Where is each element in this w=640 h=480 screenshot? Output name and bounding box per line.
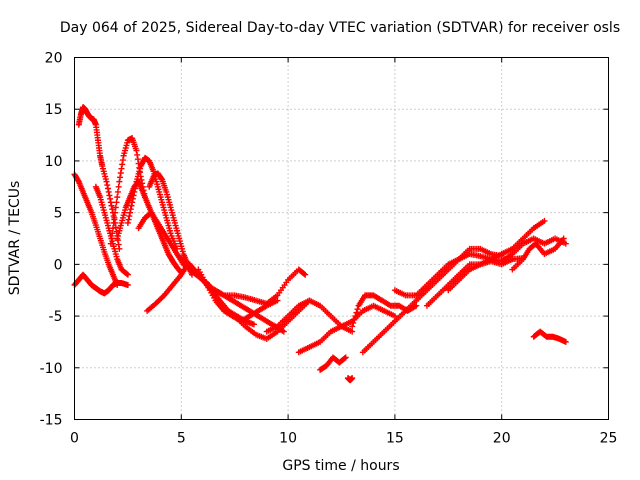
y-tick-label: 20 xyxy=(45,51,63,67)
x-axis-label: GPS time / hours xyxy=(282,458,399,474)
data-point xyxy=(354,306,361,313)
series-track-b xyxy=(71,171,121,289)
data-point xyxy=(109,230,116,237)
data-point xyxy=(349,375,356,382)
data-point xyxy=(115,183,122,190)
series-track-n xyxy=(231,297,313,342)
series-track-l xyxy=(195,266,281,325)
data-point xyxy=(391,313,398,320)
data-point xyxy=(134,151,141,158)
data-point xyxy=(133,147,140,154)
data-point xyxy=(280,328,287,335)
data-point xyxy=(353,309,360,316)
data-point xyxy=(110,219,117,226)
data-point xyxy=(114,194,121,201)
data-point xyxy=(108,202,115,209)
data-point xyxy=(119,157,126,164)
series-track-s xyxy=(349,292,420,330)
data-point xyxy=(349,323,356,330)
y-tick-label: 10 xyxy=(45,154,63,170)
x-tick-label: 5 xyxy=(177,431,186,447)
data-point xyxy=(124,219,131,226)
y-tick-label: 15 xyxy=(45,102,63,118)
data-point xyxy=(560,235,567,242)
series-track-p xyxy=(295,302,398,356)
data-point xyxy=(351,316,358,323)
data-point xyxy=(115,241,122,248)
x-tick-label: 15 xyxy=(386,431,404,447)
data-point xyxy=(127,206,134,213)
data-point xyxy=(119,161,126,168)
data-point xyxy=(274,297,281,304)
data-point xyxy=(541,217,548,224)
data-point xyxy=(302,271,309,278)
series-track-r xyxy=(344,375,356,384)
series-track-w xyxy=(445,217,548,294)
data-point xyxy=(352,313,359,320)
data-point xyxy=(114,188,121,195)
y-axis-label: SDTVAR / TECUs xyxy=(7,181,23,296)
y-tick-label: -10 xyxy=(40,361,63,377)
data-point xyxy=(349,328,356,335)
y-tick-label: -5 xyxy=(49,309,63,325)
data-point xyxy=(111,214,118,221)
data-point xyxy=(104,185,111,192)
data-point xyxy=(108,235,115,242)
series-track-c xyxy=(75,104,123,252)
data-point xyxy=(126,213,133,220)
data-point xyxy=(107,240,114,247)
data-point xyxy=(112,224,119,231)
data-point xyxy=(250,321,257,328)
data-point xyxy=(124,271,131,278)
data-point xyxy=(109,225,116,232)
data-point xyxy=(107,195,114,202)
series-track-q xyxy=(317,354,349,373)
x-tick-label: 10 xyxy=(279,431,297,447)
x-tick-label: 25 xyxy=(600,431,618,447)
series-track-o xyxy=(263,297,356,335)
y-tick-label: 0 xyxy=(54,257,63,273)
data-point xyxy=(158,175,165,182)
data-point xyxy=(107,199,114,206)
series-track-y xyxy=(509,235,567,273)
data-point xyxy=(112,209,119,216)
data-point xyxy=(562,338,569,345)
data-point xyxy=(509,256,516,263)
data-point xyxy=(112,204,119,211)
data-point xyxy=(103,178,110,185)
data-point xyxy=(127,209,134,216)
y-tick-label: 5 xyxy=(54,206,63,222)
data-point xyxy=(413,302,420,309)
data-point xyxy=(125,216,132,223)
data-point xyxy=(118,165,125,172)
data-point xyxy=(117,174,124,181)
data-point xyxy=(350,319,357,326)
chart-title: Day 064 of 2025, Sidereal Day-to-day VTE… xyxy=(60,20,620,36)
data-point xyxy=(301,270,308,277)
x-tick-label: 0 xyxy=(70,431,79,447)
plot-frame xyxy=(74,57,609,420)
data-point xyxy=(104,182,111,189)
data-point xyxy=(124,282,131,289)
data-point xyxy=(116,178,123,185)
data-point xyxy=(105,188,112,195)
data-point xyxy=(123,270,130,277)
data-point xyxy=(106,192,113,199)
data-point xyxy=(117,169,124,176)
y-tick-label: -15 xyxy=(40,413,63,429)
series-track-m xyxy=(210,266,309,307)
data-point xyxy=(342,354,349,361)
data-point xyxy=(113,199,120,206)
data-point xyxy=(562,240,569,247)
x-tick-label: 20 xyxy=(493,431,511,447)
data-point xyxy=(134,156,141,163)
series-track-z xyxy=(530,328,569,345)
data-points xyxy=(71,104,569,384)
data-point xyxy=(114,282,121,289)
data-point xyxy=(341,355,348,362)
data-point xyxy=(109,206,116,213)
series-track-x xyxy=(498,235,569,265)
